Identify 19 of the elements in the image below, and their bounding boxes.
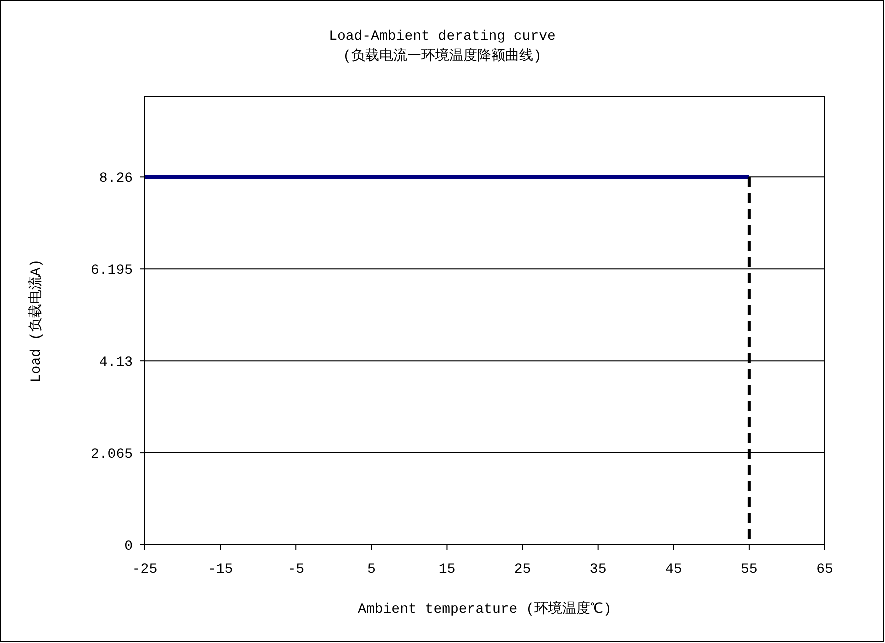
chart-title: Load-Ambient derating curve — [329, 29, 556, 45]
x-tick-label: 35 — [590, 562, 607, 578]
x-tick-label: -5 — [288, 562, 305, 578]
y-tick-label: 8.26 — [99, 171, 133, 188]
x-tick-label: -25 — [132, 562, 158, 578]
x-tick-label: 55 — [741, 562, 758, 578]
y-tick-label: 4.13 — [99, 355, 133, 372]
x-tick-label: 25 — [514, 562, 532, 578]
x-tick-label: 5 — [367, 562, 376, 578]
y-axis-title: Load (负载电流A) — [28, 259, 45, 383]
chart-subtitle: (负载电流一环境温度降额曲线) — [343, 48, 542, 65]
x-tick-label: 45 — [665, 562, 682, 578]
x-tick-label: 65 — [816, 562, 834, 578]
y-tick-label: 6.195 — [90, 263, 133, 280]
y-tick-label: 0 — [124, 539, 133, 555]
y-tick-label: 2.065 — [90, 447, 133, 464]
x-tick-label: 15 — [438, 562, 456, 578]
x-axis-title: Ambient temperature (环境温度℃) — [358, 601, 612, 618]
x-tick-label: -15 — [208, 562, 234, 578]
